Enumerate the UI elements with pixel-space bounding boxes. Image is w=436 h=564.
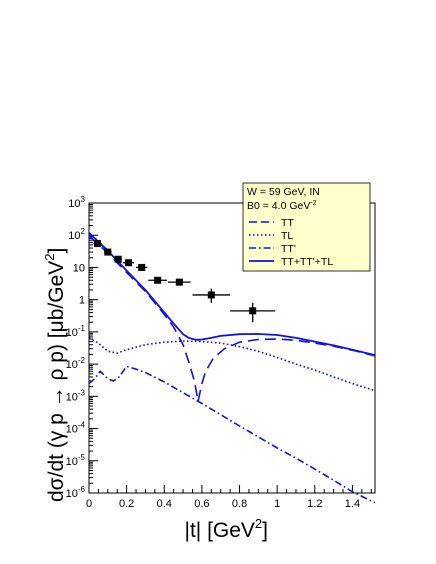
curve-dashed <box>88 235 376 403</box>
legend-entry-label: TT' <box>281 243 296 255</box>
y-tick-label: 10 <box>73 262 85 274</box>
y-tick-label: 10-1 <box>66 324 86 339</box>
x-tick-label: 0.6 <box>194 498 209 510</box>
y-axis-title-end: ] <box>45 248 68 254</box>
y-tick-label-exp: -4 <box>78 421 86 430</box>
y-axis-title-main: dσ/dt (γ p → ρ p) [μb/GeV <box>45 261 68 502</box>
x-tick-label: 1.2 <box>307 498 322 510</box>
y-axis-title-sup: 2 <box>42 254 57 261</box>
y-tick-label: 1 <box>79 295 85 307</box>
model-curves <box>88 232 376 504</box>
y-tick-label-base: 10 <box>66 456 78 468</box>
legend-entry-label: TT+TT'+TL <box>281 256 333 268</box>
x-tick-label: 0.2 <box>119 498 134 510</box>
x-tick-label: 0.4 <box>157 498 172 510</box>
y-tick-label: 10-2 <box>66 356 86 371</box>
y-tick-label-exp: 2 <box>81 227 86 236</box>
x-axis-ticks: 0 0.2 0.4 0.6 0.8 1 1.2 1.4 <box>86 485 372 510</box>
data-marker <box>154 276 162 284</box>
y-tick-label-exp: -3 <box>78 388 86 397</box>
y-tick-label-base: 1 <box>79 295 85 307</box>
curve-solid <box>88 232 376 356</box>
legend-box <box>242 182 371 272</box>
y-tick-label-exp: 3 <box>81 195 86 204</box>
data-point <box>192 288 231 303</box>
x-axis-title: |t| [GeV2] <box>184 516 268 542</box>
y-tick-label: 10-5 <box>66 453 86 468</box>
x-axis-title-main: |t| [GeV <box>184 519 254 542</box>
data-point <box>93 240 102 248</box>
data-marker <box>175 278 183 286</box>
data-marker <box>104 248 112 256</box>
x-tick-label: 1.4 <box>345 498 360 510</box>
y-tick-label-base: 10 <box>68 230 80 242</box>
data-point <box>122 259 135 267</box>
legend-header-2-sup: -2 <box>310 200 316 207</box>
data-point <box>168 278 191 286</box>
y-tick-label-base: 10 <box>66 424 78 436</box>
x-tick-label: 1 <box>274 498 280 510</box>
x-axis-title-end: ] <box>262 519 268 542</box>
y-tick-label-base: 10 <box>68 198 80 210</box>
legend: W = 59 GeV, IN B0 = 4.0 GeV-2 TTTLTT'TT+… <box>242 182 371 272</box>
plot-frame <box>88 202 376 494</box>
curve-dashdot <box>88 365 376 504</box>
x-tick-label: 0 <box>86 498 92 510</box>
y-axis-title: dσ/dt (γ p → ρ p) [μb/GeV2] <box>42 248 68 502</box>
y-tick-label: 10-3 <box>66 388 86 403</box>
x-axis-title-sup: 2 <box>255 516 262 531</box>
data-points <box>93 240 276 323</box>
y-tick-label-exp: -1 <box>78 324 86 333</box>
y-tick-label: 102 <box>68 227 85 242</box>
y-tick-label-exp: -6 <box>78 485 86 494</box>
data-marker <box>207 291 215 299</box>
data-point <box>114 255 122 263</box>
y-tick-label-exp: -2 <box>78 356 86 365</box>
legend-header-1-text: W = 59 GeV, IN <box>247 186 320 198</box>
data-marker <box>93 240 101 248</box>
data-marker <box>138 263 146 271</box>
legend-entry-label: TT <box>281 217 294 229</box>
x-tick-label: 0.8 <box>232 498 247 510</box>
y-tick-label-base: 10 <box>66 359 78 371</box>
y-tick-label: 10-6 <box>66 485 86 500</box>
legend-header-2-text: B0 = 4.0 GeV <box>247 200 310 212</box>
y-tick-label-base: 10 <box>66 391 78 403</box>
legend-header-1: W = 59 GeV, IN <box>247 186 320 198</box>
data-marker <box>249 307 257 315</box>
legend-entry-label: TL <box>281 230 293 242</box>
data-point <box>230 302 276 323</box>
y-tick-label-base: 10 <box>66 488 78 500</box>
data-marker <box>114 255 122 263</box>
data-point <box>148 276 168 284</box>
y-tick-label-exp: -5 <box>78 453 86 462</box>
y-tick-label: 10-4 <box>66 421 86 436</box>
data-point <box>136 263 148 271</box>
curve-dotted <box>88 337 376 392</box>
y-tick-label: 103 <box>68 195 85 210</box>
data-point <box>104 248 112 256</box>
data-marker <box>125 259 133 267</box>
legend-header-2: B0 = 4.0 GeV-2 <box>247 200 317 212</box>
y-tick-label-base: 10 <box>73 262 85 274</box>
y-tick-label-base: 10 <box>66 327 78 339</box>
